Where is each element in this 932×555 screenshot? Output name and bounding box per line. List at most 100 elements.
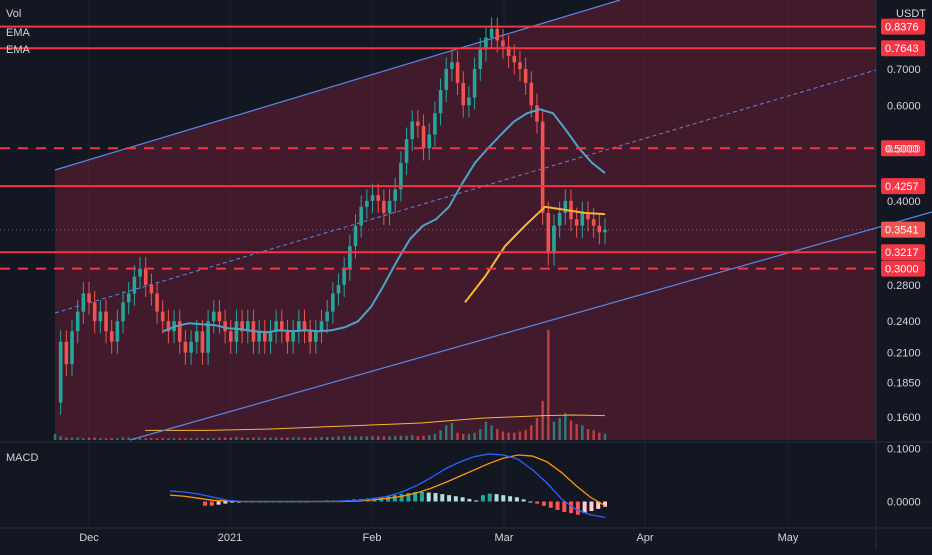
channel-mid-line — [54, 69, 877, 314]
volume-bar — [603, 433, 607, 440]
candle-body — [535, 105, 539, 122]
volume-bar — [252, 437, 255, 440]
candle-body — [331, 293, 335, 312]
candle-body — [319, 321, 324, 332]
volume-bar — [291, 437, 295, 440]
x-tick-label-2: Feb — [363, 532, 382, 544]
candle-body — [280, 321, 284, 332]
volume-bar — [467, 433, 471, 440]
volume-bar — [53, 433, 57, 440]
candle-body — [574, 219, 579, 226]
candle-body — [399, 162, 403, 190]
volume-bar — [104, 438, 108, 440]
candle-body — [217, 311, 222, 322]
macd-histogram-bar — [569, 501, 574, 514]
volume-bar — [82, 438, 85, 440]
candle-body — [506, 46, 511, 56]
macd-histogram-bar — [433, 493, 438, 502]
macd-histogram-bar — [419, 491, 424, 502]
candle-body — [160, 311, 165, 322]
candle-body — [177, 321, 182, 342]
candle-body — [580, 212, 585, 226]
volume-bar — [150, 438, 153, 440]
price-level-label-1: 0.7643 — [885, 43, 919, 55]
volume-bar — [93, 437, 96, 440]
volume-bar — [541, 400, 544, 440]
macd-histogram-bar — [514, 497, 519, 502]
candle-body — [376, 195, 380, 201]
price-level-badge-4 — [881, 244, 925, 261]
volume-bar — [416, 436, 420, 440]
volume-bar — [405, 435, 408, 440]
candle-body — [393, 189, 398, 201]
volume-bar — [558, 418, 561, 440]
candle-body — [58, 341, 63, 403]
volume-bar — [189, 438, 193, 440]
macd-histogram-bar — [541, 501, 546, 506]
currency-label: USDT — [896, 8, 926, 20]
volume-bar — [547, 330, 550, 440]
macd-histogram-bar — [426, 492, 431, 502]
macd-histogram-bar — [474, 500, 479, 502]
volume-bar — [359, 436, 363, 440]
volume-bar — [524, 430, 527, 440]
volume-bar — [167, 438, 170, 440]
macd-histogram-bar — [399, 494, 404, 502]
volume-bar — [422, 435, 425, 440]
macd-histogram-bar — [203, 501, 207, 506]
volume-bar — [439, 430, 442, 440]
candle-body — [308, 331, 312, 342]
candle-body — [523, 68, 528, 83]
candle-body — [81, 293, 86, 312]
volume-bar — [428, 435, 431, 440]
volume-bar — [348, 436, 352, 440]
volume-bar — [388, 436, 391, 440]
macd-histogram-bar — [406, 493, 411, 502]
volume-bar — [433, 433, 437, 440]
macd-histogram-bar — [596, 501, 601, 509]
y-tick-label-2: 0.5000 — [887, 143, 921, 155]
candle-body — [433, 113, 437, 135]
volume-bar — [201, 438, 204, 440]
volume-bar — [365, 436, 369, 440]
macd-histogram-bar — [413, 491, 418, 502]
volume-bar — [263, 437, 266, 440]
candle-body — [87, 293, 91, 303]
legend-ema-1: EMA — [6, 27, 30, 39]
candle-body — [70, 331, 74, 365]
candle-body — [467, 97, 471, 106]
volume-bar — [286, 437, 289, 440]
volume-bar — [235, 436, 238, 440]
volume-bar — [303, 437, 306, 440]
candle-body — [75, 311, 80, 332]
volume-bar — [331, 436, 335, 440]
volume-bar — [206, 438, 210, 440]
volume-bar — [581, 425, 584, 440]
macd-histogram-bar — [209, 501, 214, 506]
macd-histogram-bar — [392, 495, 397, 502]
candle-body — [591, 219, 596, 226]
candle-body — [501, 40, 505, 47]
candle-body — [109, 331, 114, 342]
ema-lines — [162, 108, 606, 334]
current-price-badge — [881, 221, 925, 238]
volume-bar — [342, 436, 346, 440]
candle-body — [115, 321, 120, 342]
candle-body — [325, 311, 329, 322]
volume-bar — [371, 436, 374, 440]
legend-vol: Vol — [6, 8, 22, 20]
volume-bar — [274, 437, 278, 440]
volume-bar — [99, 438, 102, 440]
volume-bar — [575, 424, 578, 440]
macd-line — [169, 453, 606, 518]
y-tick-label-3: 0.4000 — [887, 196, 921, 208]
candle-body — [557, 212, 562, 226]
volume-bar — [76, 437, 79, 440]
volume-bar — [155, 438, 159, 440]
macd-histogram-bar — [582, 501, 587, 514]
candle-body — [166, 321, 171, 332]
candle-body — [342, 268, 346, 285]
volume-bar — [218, 437, 221, 440]
current-price-label: 0.3541 — [885, 225, 919, 237]
volume-bar — [212, 438, 215, 440]
